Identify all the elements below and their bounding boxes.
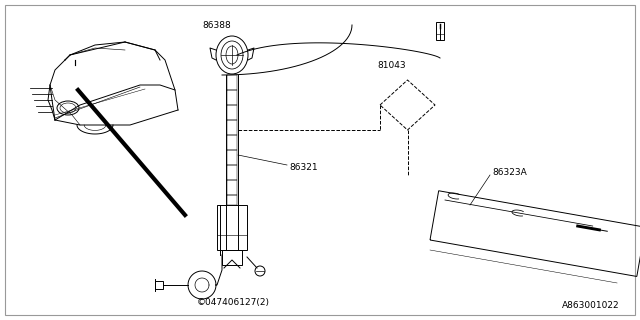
Text: A863001022: A863001022 [563,301,620,310]
Text: 86388: 86388 [202,21,231,30]
Text: 86323A: 86323A [492,168,527,177]
Bar [436,22,444,40]
Bar [222,250,242,265]
Bar [155,281,163,289]
Text: 81043: 81043 [378,61,406,70]
Text: 86321: 86321 [289,163,317,172]
Bar [217,205,247,250]
Text: ©047406127(2): ©047406127(2) [197,298,270,307]
Bar [430,191,640,276]
